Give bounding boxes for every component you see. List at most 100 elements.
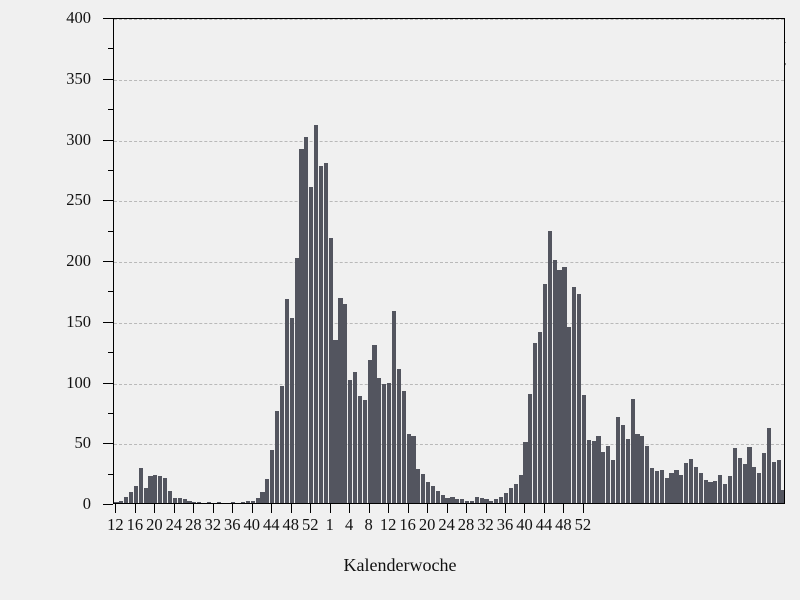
y-tick bbox=[103, 78, 113, 80]
bar bbox=[503, 493, 509, 503]
bar bbox=[148, 476, 153, 503]
bar bbox=[489, 500, 494, 503]
x-tick bbox=[505, 504, 506, 513]
bar bbox=[348, 380, 353, 503]
y-tick bbox=[103, 321, 113, 323]
bar bbox=[562, 267, 567, 503]
bar bbox=[143, 488, 148, 503]
bar bbox=[669, 472, 674, 503]
grid-line bbox=[114, 322, 784, 324]
bar bbox=[425, 482, 431, 503]
y-tick-minor bbox=[108, 473, 113, 475]
bar bbox=[723, 483, 728, 503]
x-tick-label: 44 bbox=[535, 515, 553, 534]
x-tick-label: 4 bbox=[345, 515, 354, 534]
bar bbox=[153, 475, 158, 503]
bar bbox=[309, 187, 314, 503]
y-tick bbox=[103, 261, 113, 262]
bar bbox=[591, 441, 596, 503]
bar bbox=[771, 461, 776, 503]
bar bbox=[197, 501, 202, 503]
bar bbox=[231, 501, 236, 503]
x-tick bbox=[173, 504, 175, 513]
bar bbox=[279, 386, 285, 503]
bar bbox=[260, 492, 265, 503]
x-tick-label: 48 bbox=[282, 515, 299, 534]
bar bbox=[372, 345, 377, 503]
bar bbox=[645, 445, 650, 503]
x-tick-label: 12 bbox=[379, 515, 397, 534]
bar bbox=[240, 501, 246, 503]
bar bbox=[357, 396, 362, 503]
y-tick-label: 100 bbox=[66, 372, 91, 392]
y-tick-minor bbox=[108, 412, 113, 414]
bar bbox=[318, 166, 324, 503]
bar bbox=[649, 467, 655, 503]
bar bbox=[440, 494, 445, 503]
bar bbox=[255, 498, 260, 503]
x-tick bbox=[290, 504, 292, 513]
y-tick-minor bbox=[108, 352, 113, 354]
bar bbox=[391, 311, 397, 503]
bar bbox=[611, 460, 616, 503]
bar bbox=[518, 475, 523, 503]
bar bbox=[172, 498, 177, 503]
bar bbox=[382, 383, 387, 503]
bar bbox=[703, 479, 708, 503]
x-tick-label: 8 bbox=[364, 515, 373, 534]
bar bbox=[679, 475, 684, 503]
x-tick-label: 1 bbox=[325, 515, 334, 534]
bar bbox=[479, 498, 484, 503]
bar bbox=[338, 297, 343, 503]
bar bbox=[216, 501, 221, 503]
bar bbox=[615, 416, 621, 503]
grid-line bbox=[114, 79, 784, 81]
bar bbox=[533, 342, 538, 503]
bar bbox=[275, 410, 280, 503]
bar bbox=[630, 398, 635, 503]
x-tick-label: 12 bbox=[107, 515, 124, 534]
bar bbox=[708, 482, 713, 503]
bar bbox=[401, 391, 406, 503]
bar bbox=[328, 238, 333, 503]
x-tick bbox=[251, 504, 253, 513]
bar bbox=[542, 284, 548, 503]
bar bbox=[469, 500, 474, 503]
bar bbox=[343, 303, 348, 503]
plot-inner bbox=[114, 19, 784, 503]
bar bbox=[250, 500, 255, 503]
x-tick bbox=[193, 504, 195, 513]
x-tick-label: 40 bbox=[243, 515, 261, 534]
bar bbox=[664, 477, 669, 503]
bar bbox=[776, 460, 781, 503]
bar bbox=[245, 500, 250, 503]
x-tick bbox=[543, 504, 545, 513]
bar bbox=[718, 475, 723, 503]
y-tick bbox=[103, 382, 113, 384]
bar bbox=[747, 447, 752, 503]
y-tick-label: 400 bbox=[66, 8, 91, 27]
bar bbox=[620, 425, 625, 503]
bar bbox=[182, 499, 187, 503]
bar bbox=[367, 359, 372, 503]
y-tick-minor bbox=[108, 291, 113, 293]
x-tick bbox=[329, 504, 331, 513]
x-tick bbox=[154, 504, 156, 513]
y-tick-label: 0 bbox=[82, 494, 91, 513]
x-tick-label: 32 bbox=[477, 515, 494, 534]
x-tick bbox=[563, 504, 565, 513]
x-tick bbox=[349, 504, 351, 513]
bar bbox=[766, 427, 772, 503]
bar bbox=[474, 496, 479, 503]
bar bbox=[625, 438, 630, 503]
bar bbox=[606, 445, 611, 503]
bar bbox=[362, 399, 367, 503]
bar bbox=[581, 394, 586, 503]
bar bbox=[284, 298, 289, 503]
grid-line bbox=[114, 444, 784, 446]
bar bbox=[572, 286, 577, 503]
x-tick-label: 16 bbox=[126, 515, 144, 534]
x-tick bbox=[134, 504, 136, 513]
bar bbox=[192, 501, 197, 503]
bar bbox=[167, 490, 173, 503]
